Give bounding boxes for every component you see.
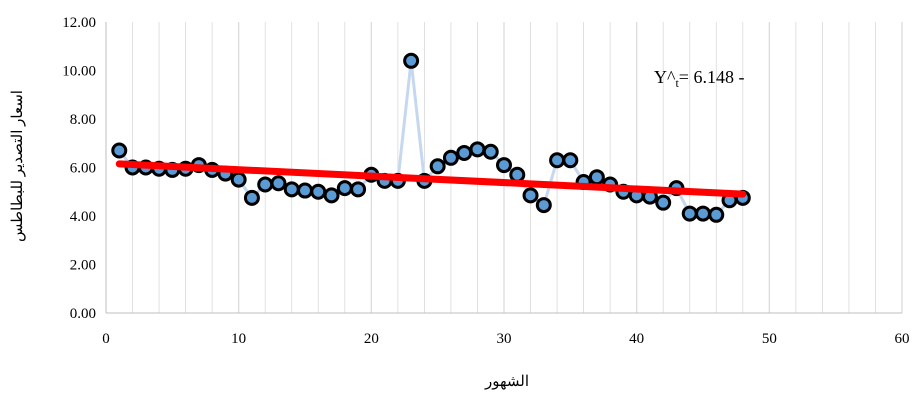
regression-equation: Y^t= 6.148 - (654, 67, 744, 90)
x-tick-label: 0 (102, 331, 110, 347)
x-axis-title: الشهور (484, 374, 529, 390)
data-point (456, 144, 473, 161)
y-tick-label: 10.00 (62, 64, 96, 80)
trend-line (115, 160, 747, 198)
data-point (695, 205, 711, 222)
data-point (708, 206, 725, 223)
data-point (257, 176, 274, 193)
data-point (522, 187, 539, 204)
data-point (681, 205, 698, 222)
data-point (111, 142, 128, 159)
data-point (336, 180, 353, 197)
x-tick-label: 20 (364, 331, 379, 347)
equation-subscript: t (675, 76, 679, 90)
y-tick-label: 2.00 (70, 258, 96, 274)
y-axis-title: اسعار التصدير للبطاطس (10, 90, 26, 242)
data-point (469, 141, 486, 158)
data-point (588, 169, 605, 186)
data-point (549, 152, 566, 169)
axes (105, 22, 902, 314)
x-axis-ticks: 0 10 20 30 40 50 60 (102, 331, 909, 347)
equation-suffix: = 6.148 - (679, 67, 745, 87)
y-tick-label: 0.00 (70, 306, 96, 322)
data-point (562, 152, 579, 169)
y-tick-label: 12.00 (62, 15, 96, 31)
x-tick-label: 60 (895, 331, 910, 347)
x-tick-label: 50 (762, 331, 777, 347)
equation-prefix: Y^ (654, 67, 676, 87)
x-tick-label: 10 (231, 331, 246, 347)
data-point (509, 166, 526, 183)
data-point (350, 181, 367, 198)
data-point (230, 171, 247, 188)
data-point (655, 194, 672, 211)
data-point (403, 52, 420, 69)
x-tick-label: 40 (629, 331, 644, 347)
y-tick-label: 4.00 (70, 209, 96, 225)
data-point (535, 197, 552, 214)
data-point (243, 189, 260, 206)
y-tick-label: 8.00 (70, 112, 96, 128)
data-point (323, 187, 340, 204)
data-point (429, 158, 446, 175)
data-point (310, 183, 327, 200)
data-point (496, 157, 512, 174)
data-point (270, 175, 287, 192)
plot-area (111, 52, 751, 223)
data-point (482, 143, 499, 160)
data-point (283, 181, 300, 198)
x-tick-label: 30 (497, 331, 512, 347)
data-point (297, 182, 313, 199)
y-axis-ticks: 0.00 2.00 4.00 6.00 8.00 10.00 12.00 (62, 15, 96, 322)
grid-lines (132, 22, 903, 313)
data-point (442, 149, 459, 166)
y-tick-label: 6.00 (70, 161, 96, 177)
